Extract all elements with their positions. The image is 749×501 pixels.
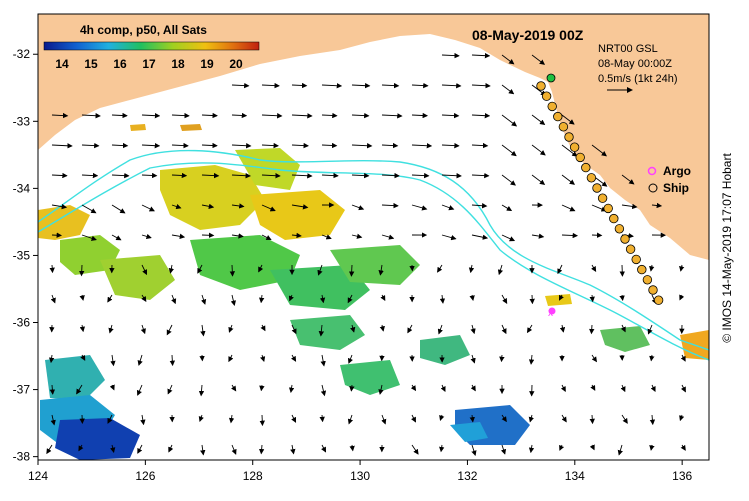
colorbar-tick-label: 18	[171, 57, 185, 71]
ship-position	[582, 163, 591, 172]
ship-position	[626, 245, 635, 254]
current-arrow	[322, 415, 323, 421]
y-tick-label: -35	[13, 248, 31, 262]
ship-position	[570, 143, 579, 152]
y-axis: -32 -33 -34 -35 -36 -37 -38	[13, 47, 38, 463]
ship-position	[542, 92, 551, 101]
x-tick-label: 128	[243, 469, 263, 483]
svg-text:x: x	[548, 308, 553, 319]
x-tick-label: 124	[28, 469, 48, 483]
ship-position	[576, 153, 585, 162]
y-tick-label: -32	[13, 47, 31, 61]
current-arrow	[501, 355, 502, 361]
x-tick-label: 136	[672, 469, 692, 483]
legend-argo: Argo	[663, 164, 691, 178]
current-arrow	[592, 415, 593, 423]
ship-position	[548, 102, 557, 111]
y-tick-label: -34	[13, 181, 31, 195]
colorbar-tick-label: 15	[84, 57, 98, 71]
ship-position	[610, 214, 619, 223]
ship-position	[615, 225, 624, 234]
ship-position	[643, 276, 652, 285]
legend-ship: Ship	[663, 181, 689, 195]
ship-position	[598, 194, 607, 203]
current-arrow	[172, 355, 173, 365]
colorbar-tick-label: 17	[142, 57, 156, 71]
ship-position	[554, 112, 563, 121]
ship-position	[621, 235, 630, 244]
x-tick-label: 130	[350, 469, 370, 483]
colorbar-tick-label: 19	[200, 57, 214, 71]
x-axis: 124 126 128 130 132 134 136	[28, 460, 693, 483]
ship-position	[604, 204, 613, 213]
nrt-line3: 0.5m/s (1kt 24h)	[598, 73, 677, 85]
x-tick-label: 126	[135, 469, 155, 483]
ship-position	[649, 286, 658, 295]
colorbar-tick-label: 14	[55, 57, 69, 71]
ship-start-marker	[547, 74, 555, 82]
x-tick-label: 132	[457, 469, 477, 483]
colorbar-tick-label: 20	[229, 57, 243, 71]
colorbar-ramp	[44, 42, 259, 50]
ship-position	[559, 123, 568, 132]
ship-position	[638, 265, 647, 274]
colorbar-tick-label: 16	[113, 57, 127, 71]
ship-position	[654, 296, 663, 305]
ship-position	[565, 133, 574, 142]
current-arrow	[232, 265, 233, 276]
ship-position	[632, 255, 641, 264]
colorbar-title: 4h comp, p50, All Sats	[80, 23, 207, 37]
ship-position	[537, 82, 546, 91]
credit-text: © IMOS 14-May-2019 17:07 Hobart	[720, 153, 734, 343]
ship-position	[593, 184, 602, 193]
map-title: 08-May-2019 00Z	[472, 27, 584, 43]
nrt-line1: NRT00 GSL	[598, 43, 658, 55]
y-tick-label: -38	[13, 450, 31, 464]
current-arrow	[52, 265, 53, 272]
y-tick-label: -36	[13, 316, 31, 330]
nrt-line2: 08-May 00:00Z	[598, 58, 672, 70]
ship-position	[587, 174, 596, 183]
y-tick-label: -33	[13, 114, 31, 128]
y-tick-label: -37	[13, 383, 31, 397]
x-tick-label: 134	[565, 469, 585, 483]
current-arrow	[591, 325, 592, 333]
current-arrow	[351, 265, 352, 276]
